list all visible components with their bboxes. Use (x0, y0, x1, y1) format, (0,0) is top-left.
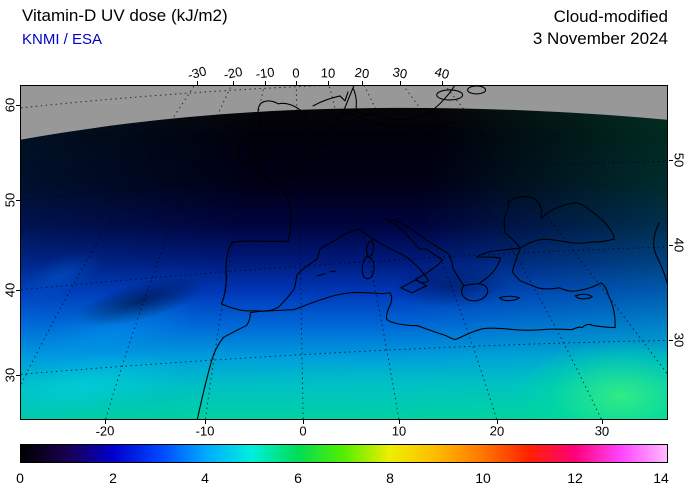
coastline-balearics (316, 270, 337, 277)
colorbar-tick-label: 8 (386, 470, 394, 486)
coastline-sicily (400, 279, 428, 294)
top-axis-label: 40 (433, 63, 451, 83)
bottom-axis-label: -10 (195, 423, 215, 439)
meridian-line (295, 86, 304, 419)
bottom-axis-label: -20 (95, 423, 115, 439)
axis-tick (669, 245, 673, 246)
axis-tick (197, 81, 198, 85)
parallel-line (21, 86, 322, 109)
map-overlay-svg (21, 86, 667, 419)
top-axis-label: 20 (353, 64, 371, 82)
bottom-axis-label: 30 (594, 423, 610, 439)
coastline-greece-east (476, 247, 522, 285)
axis-tick (497, 420, 498, 424)
colorbar-tick-label: 4 (201, 470, 209, 486)
parallel-line (21, 339, 667, 375)
coastline-black-sea (503, 196, 615, 249)
coastline-baltic-north (371, 86, 456, 121)
polar-night-region (21, 86, 667, 140)
coastline-corsica (366, 240, 374, 258)
axis-tick (669, 340, 673, 341)
coastline-ireland (237, 134, 267, 170)
axis-tick (399, 420, 400, 424)
coastline-jutland (343, 86, 373, 116)
coastline-france-mediterranean (319, 228, 360, 250)
axis-tick (400, 81, 401, 85)
top-axis-label: -30 (185, 63, 209, 83)
axis-tick (105, 420, 106, 424)
meridian-line (402, 86, 602, 419)
axis-tick (205, 420, 206, 424)
coastline-great-britain (251, 100, 311, 181)
axis-tick (16, 290, 20, 291)
coastline-peloponnese (461, 283, 489, 302)
page-title: Vitamin-D UV dose (kJ/m2) (22, 6, 228, 25)
graticule-layer (21, 86, 667, 419)
axis-tick (303, 420, 304, 424)
coastline-sardinia (361, 256, 375, 280)
coastline-baltic-south (343, 109, 457, 129)
axis-tick (16, 105, 20, 106)
colorbar-tick-label: 10 (475, 470, 491, 486)
coastline-france-atlantic (267, 109, 345, 242)
meridian-line (328, 86, 400, 419)
top-axis-label: -10 (254, 64, 276, 82)
coastline-norway (312, 91, 349, 107)
axis-tick (442, 81, 443, 85)
right-axis-label: 50 (671, 152, 687, 168)
bottom-axis-label: 20 (489, 423, 505, 439)
coastline-adriatic-east (384, 218, 454, 269)
mode-label: Cloud-modified (553, 7, 668, 26)
colorbar (20, 444, 668, 463)
axis-tick (362, 81, 363, 85)
axis-tick (328, 81, 329, 85)
top-axis-label: -20 (222, 63, 244, 83)
parallel-line (21, 161, 667, 201)
bottom-axis-label: 10 (391, 423, 407, 439)
colorbar-tick-label: 2 (109, 470, 117, 486)
colorbar-tick-label: 6 (294, 470, 302, 486)
top-axis-label: 0 (292, 65, 300, 81)
axis-tick (16, 200, 20, 201)
meridian-line (444, 86, 667, 374)
parallel-line (21, 246, 667, 291)
colorbar-tick-label: 14 (653, 470, 669, 486)
axis-tick (16, 375, 20, 376)
meridian-line (363, 86, 498, 419)
cloud-swirl (211, 351, 531, 419)
coastline-italy (358, 218, 444, 284)
colorbar-tick-label: 12 (567, 470, 583, 486)
coastline-cyprus (574, 293, 593, 300)
source-line: KNMI / ESA (22, 31, 103, 48)
axis-tick (669, 160, 673, 161)
coastline-north-africa (196, 291, 616, 419)
meridian-line (105, 86, 232, 419)
right-axis-label: 30 (671, 332, 687, 348)
colorbar-gradient (21, 445, 667, 462)
colorbar-tick-label: 0 (16, 470, 24, 486)
top-axis-label: 30 (391, 64, 409, 82)
lake-onega (467, 86, 487, 95)
axis-tick (296, 81, 297, 85)
coastline-iberia (220, 240, 321, 312)
axis-tick (602, 420, 603, 424)
coastline-caspian (653, 222, 667, 284)
top-axis-label: 10 (320, 65, 336, 81)
coastline-crete (498, 295, 521, 302)
header-right: Cloud-modified 3 November 2024 (533, 6, 668, 50)
bottom-axis-label: 0 (299, 423, 307, 439)
coastline-turkey (511, 247, 616, 329)
right-axis-label: 40 (671, 237, 687, 253)
map-panel (20, 85, 668, 420)
axis-tick (265, 81, 266, 85)
date-label: 3 November 2024 (532, 29, 668, 48)
coastlines-layer (196, 86, 667, 419)
axis-tick (233, 81, 234, 85)
coastline-greece-west (452, 267, 465, 287)
lake-ladoga (436, 89, 464, 101)
